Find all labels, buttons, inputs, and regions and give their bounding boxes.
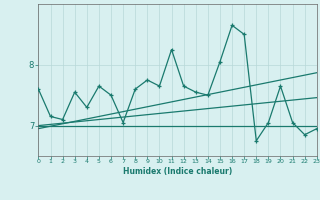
X-axis label: Humidex (Indice chaleur): Humidex (Indice chaleur) xyxy=(123,167,232,176)
